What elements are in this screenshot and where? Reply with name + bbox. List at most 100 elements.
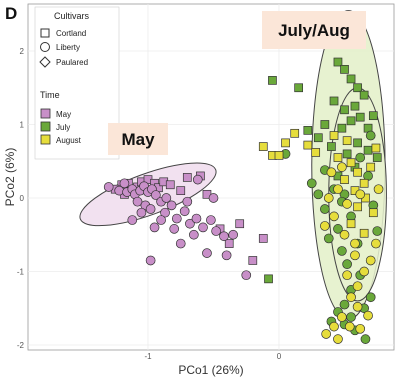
point-may-57 [182,196,193,207]
point-july-8 [359,90,369,100]
point-may-11 [182,173,192,182]
legend-cultivar-liberty: Liberty [56,43,80,52]
point-may-53 [161,193,172,203]
point-august-8 [333,153,343,162]
point-may-52 [103,182,114,192]
point-august-23 [333,184,343,195]
point-august-43 [320,221,330,231]
legend: Cultivars Cortland Liberty Paulared Time… [34,6,120,160]
point-may-34 [166,200,177,211]
point-july-24 [264,274,273,284]
legend-time-may: May [56,110,71,119]
point-may-17 [258,234,268,243]
point-may-42 [169,224,180,234]
point-july-6 [346,74,356,84]
point-july-35 [323,233,334,244]
point-august-22 [326,167,337,178]
point-august-46 [344,321,355,332]
point-july-5 [340,65,349,74]
point-august-12 [359,178,369,188]
y-tick-label-1: 1 [20,121,25,130]
legend-swatch-may [40,108,51,119]
point-july-46 [365,292,376,303]
point-august-11 [353,167,362,177]
point-july-31 [320,204,330,214]
point-july-36 [337,246,347,256]
point-may-55 [241,270,252,281]
point-july-51 [365,130,376,141]
point-may-31 [145,204,156,214]
point-july-16 [368,111,378,121]
point-may-8 [165,180,175,190]
point-august-45 [337,162,347,172]
point-july-44 [346,312,356,322]
point-may-54 [219,231,229,242]
y-axis-label: PCo2 (6%) [3,148,17,207]
annotation-may-box [108,123,168,155]
point-august-18 [368,208,378,218]
point-july-0 [268,76,277,85]
point-august-14 [340,175,349,184]
point-july-10 [340,105,349,115]
annotation-july-aug: July/Aug [262,11,366,49]
point-august-42 [359,266,369,277]
square-icon [40,28,50,38]
point-august-39 [373,184,384,195]
point-august-29 [352,281,363,292]
point-july-41 [339,299,350,310]
point-august-6 [311,148,321,157]
point-august-25 [329,211,339,222]
point-may-40 [206,215,216,225]
point-may-15 [224,239,234,248]
point-may-51 [119,178,130,189]
point-may-33 [160,207,170,218]
point-august-2 [274,151,284,160]
point-may-44 [202,248,212,258]
point-july-49 [372,226,383,236]
point-july-19 [327,142,336,151]
point-may-46 [175,238,186,249]
point-july-38 [342,259,352,269]
point-august-5 [303,140,313,150]
point-may-58 [136,207,147,218]
point-august-32 [329,321,339,332]
y-axis-ticks: 2 1 0 -1 -2 [17,47,25,350]
point-may-56 [149,222,160,233]
point-july-3 [320,120,330,129]
y-tick-label-4: -2 [17,341,25,350]
point-august-10 [346,158,356,168]
point-may-18 [235,219,245,229]
point-july-53 [360,334,371,344]
point-august-7 [329,131,339,140]
point-may-60 [228,229,238,240]
point-may-38 [191,213,202,224]
point-may-36 [179,206,190,217]
x-tick-label-0: -1 [144,352,152,361]
point-august-3 [281,138,290,148]
point-may-29 [132,196,143,207]
point-august-37 [365,255,376,266]
annotation-july-aug-label: July/Aug [278,21,350,40]
point-august-28 [342,270,352,281]
point-may-50 [208,193,219,203]
point-may-41 [211,226,221,236]
point-august-13 [366,162,376,172]
point-may-39 [198,222,208,233]
point-august-0 [258,142,268,151]
point-july-11 [350,101,360,111]
legend-swatch-july [40,121,51,132]
point-july-29 [313,189,324,200]
point-august-17 [353,202,362,212]
point-august-21 [371,143,381,153]
x-axis-label: PCo1 (26%) [178,363,243,377]
point-august-47 [355,323,366,334]
legend-cultivar-paulared: Paulared [56,58,88,67]
legend-time-august: August [56,136,82,145]
point-august-44 [323,193,334,203]
point-july-12 [355,112,365,122]
point-august-31 [337,312,347,322]
point-july-20 [342,149,352,159]
point-august-34 [333,334,343,344]
point-may-10 [176,186,186,195]
